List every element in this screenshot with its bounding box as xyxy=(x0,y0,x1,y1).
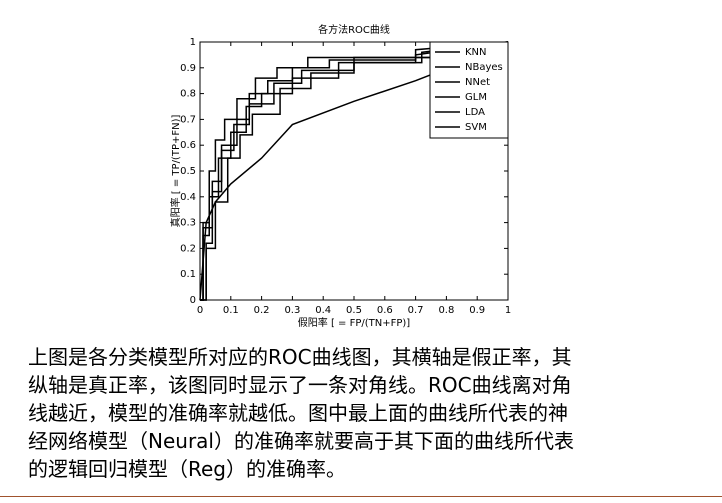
legend-label: KNN xyxy=(465,47,487,58)
y-tick-label: 1 xyxy=(190,37,196,48)
y-tick-label: 0.9 xyxy=(180,63,196,74)
caption-line: 线越近，模型的准确率就越低。图中最上面的曲线所代表的神 xyxy=(28,401,568,425)
y-tick-label: 0.5 xyxy=(180,166,196,177)
x-tick-label: 0.4 xyxy=(315,305,331,316)
divider xyxy=(0,496,722,497)
legend-label: LDA xyxy=(465,107,485,118)
y-tick-label: 0 xyxy=(190,295,196,306)
x-tick-label: 0.9 xyxy=(469,305,485,316)
caption-line: 的逻辑回归模型（Reg）的准确率。 xyxy=(28,457,346,481)
x-tick-label: 0.2 xyxy=(254,305,270,316)
x-axis-label: 假阳率 [ = FP/(TN+FP)] xyxy=(298,316,411,329)
legend-label: SVM xyxy=(465,122,487,133)
x-tick-label: 0.1 xyxy=(223,305,239,316)
roc-line xyxy=(200,41,509,301)
y-axis-label: 真阳率 [ = TP/(TP+FN)] xyxy=(169,115,182,228)
caption-line: 纵轴是真正率，该图同时显示了一条对角线。ROC曲线离对角 xyxy=(28,373,572,397)
x-tick-label: 0.7 xyxy=(408,305,424,316)
x-tick-label: 0.8 xyxy=(438,305,454,316)
y-tick-label: 0.8 xyxy=(180,89,196,100)
roc-line xyxy=(200,41,509,301)
x-tick-label: 0.6 xyxy=(377,305,393,316)
caption-line: 上图是各分类模型所对应的ROC曲线图，其横轴是假正率，其 xyxy=(28,345,572,369)
chart: 各方法ROC曲线 假阳率 [ = FP/(TN+FP)] 真阳率 [ = TP/… xyxy=(169,23,511,329)
legend-box xyxy=(429,41,509,139)
y-tick-label: 0.4 xyxy=(180,192,196,203)
y-tick-label: 0.1 xyxy=(180,269,196,280)
x-tick-label: 0.3 xyxy=(284,305,300,316)
x-tick-label: 0.5 xyxy=(346,305,362,316)
y-tick-label: 0.7 xyxy=(180,114,196,125)
x-tick-label: 0 xyxy=(197,305,203,316)
y-tick-label: 0.2 xyxy=(180,243,196,254)
caption-line: 经网络模型（Neural）的准确率就要高于其下面的曲线所代表 xyxy=(28,429,574,453)
x-tick-label: 1 xyxy=(505,305,511,316)
legend-label: GLM xyxy=(465,92,487,103)
y-tick-label: 0.3 xyxy=(180,218,196,229)
legend-label: NNet xyxy=(465,77,490,88)
roc-line xyxy=(200,41,509,301)
y-tick-label: 0.6 xyxy=(180,140,196,151)
legend-label: NBayes xyxy=(465,62,503,73)
chart-title: 各方法ROC曲线 xyxy=(318,23,390,36)
